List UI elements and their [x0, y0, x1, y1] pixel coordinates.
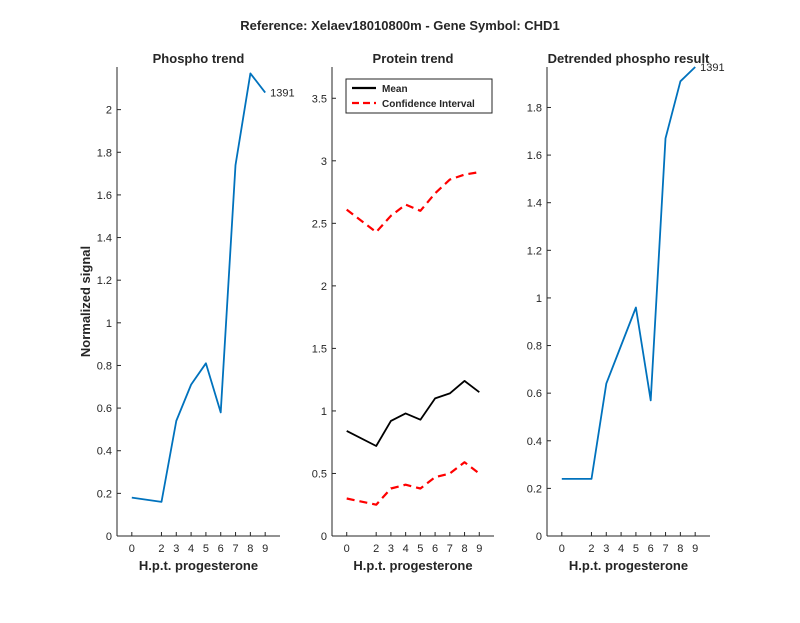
- y-tick-label: 0.4: [97, 446, 112, 458]
- x-tick-label: 7: [447, 543, 453, 555]
- x-tick-label: 7: [662, 543, 668, 555]
- panel-title: Detrended phospho result: [548, 51, 710, 66]
- series-annotation: 1391: [270, 88, 294, 100]
- y-tick-label: 0.6: [527, 388, 542, 400]
- x-tick-label: 6: [218, 543, 224, 555]
- x-tick-label: 3: [173, 543, 179, 555]
- x-axis-label: H.p.t. progesterone: [569, 558, 688, 573]
- y-tick-label: 0.8: [97, 360, 112, 372]
- y-tick-label: 2.5: [312, 218, 327, 230]
- x-tick-label: 6: [648, 543, 654, 555]
- series-line: [346, 171, 480, 234]
- x-tick-label: 2: [588, 543, 594, 555]
- x-tick-label: 5: [203, 543, 209, 555]
- y-tick-label: 0.2: [527, 483, 542, 495]
- panel-title: Phospho trend: [153, 51, 245, 66]
- panels: 00.20.40.60.811.21.41.61.820 2 3 4 5 6 7 8 9Phos…: [78, 51, 725, 573]
- y-tick-label: 1: [321, 406, 327, 418]
- legend-box: [345, 78, 493, 114]
- x-tick-label: 6: [432, 543, 438, 555]
- x-axis-label: H.p.t. progesterone: [139, 558, 258, 573]
- y-tick-label: 0: [321, 531, 327, 543]
- series-line: [561, 66, 696, 480]
- x-tick-label: 2: [158, 543, 164, 555]
- x-tick-label: 4: [188, 543, 194, 555]
- y-axis-label: Normalized signal: [78, 246, 93, 357]
- x-tick-label: 3: [388, 543, 394, 555]
- y-tick-label: 1.2: [97, 275, 112, 287]
- x-tick-label: 5: [417, 543, 423, 555]
- x-tick-label: 7: [232, 543, 238, 555]
- series-line: [131, 72, 266, 503]
- y-tick-label: 0.2: [97, 488, 112, 500]
- x-tick-label: 9: [262, 543, 268, 555]
- x-tick-label: 2: [373, 543, 379, 555]
- legend-label: Mean: [382, 84, 408, 95]
- y-tick-label: 1.4: [97, 233, 112, 245]
- figure-title: Reference: Xelaev18010800m - Gene Symbol…: [240, 18, 559, 33]
- y-tick-label: 0: [106, 531, 112, 543]
- y-tick-label: 1.8: [527, 102, 542, 114]
- y-tick-label: 3: [321, 156, 327, 168]
- y-tick-label: 1: [106, 318, 112, 330]
- y-tick-label: 2: [321, 281, 327, 293]
- x-axis-label: H.p.t. progesterone: [353, 558, 472, 573]
- x-tick-label: 5: [633, 543, 639, 555]
- x-tick-label: 9: [692, 543, 698, 555]
- x-tick-label: 8: [677, 543, 683, 555]
- y-tick-label: 1: [536, 293, 542, 305]
- x-tick-label: 8: [247, 543, 253, 555]
- legend-label: Confidence Interval: [382, 99, 475, 110]
- x-tick-label: 8: [461, 543, 467, 555]
- x-tick-label: 4: [403, 543, 409, 555]
- y-tick-label: 3.5: [312, 93, 327, 105]
- x-tick-label: 0: [344, 543, 350, 555]
- y-tick-label: 0.8: [527, 341, 542, 353]
- series-annotation: 1391: [700, 62, 724, 74]
- y-tick-label: 1.6: [97, 190, 112, 202]
- y-tick-label: 1.2: [527, 245, 542, 257]
- y-tick-label: 0.6: [97, 403, 112, 415]
- y-tick-label: 1.4: [527, 198, 542, 210]
- series-line: [346, 461, 480, 506]
- y-tick-label: 1.8: [97, 147, 112, 159]
- series-line: [346, 379, 480, 447]
- x-tick-label: 3: [603, 543, 609, 555]
- y-tick-label: 0.5: [312, 468, 327, 480]
- x-tick-label: 0: [559, 543, 565, 555]
- y-tick-label: 1.6: [527, 150, 542, 162]
- panel-title: Protein trend: [373, 51, 454, 66]
- panel-phospho: 00.20.40.60.811.21.41.61.820 2 3 4 5 6 7 8 9Phos…: [78, 51, 295, 573]
- x-tick-label: 0: [129, 543, 135, 555]
- panel-detrended: 0 0.2 0.4 0.6 0.8 1 1.2 1.4 1.6 1.8 0 2 3 4 5 6 7 8 9 Detre…: [527, 51, 725, 573]
- y-tick-label: 2: [106, 105, 112, 117]
- y-tick-label: 0.4: [527, 436, 542, 448]
- x-tick-label: 9: [476, 543, 482, 555]
- y-tick-label: 0: [536, 531, 542, 543]
- x-tick-label: 4: [618, 543, 624, 555]
- y-tick-label: 1.5: [312, 343, 327, 355]
